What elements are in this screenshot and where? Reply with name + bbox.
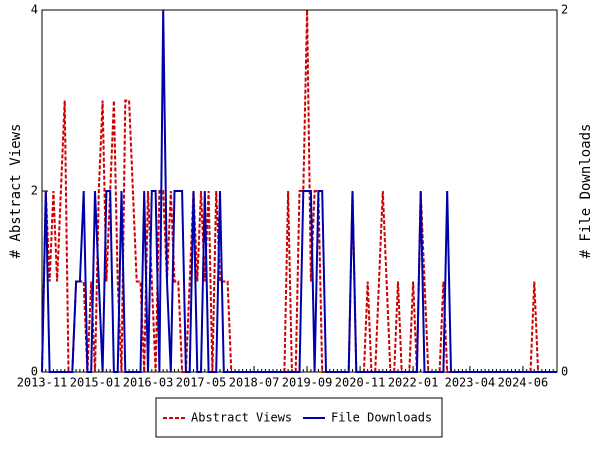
x-tick-label: 2020-11 xyxy=(335,376,386,390)
x-tick-label: 2017-05 xyxy=(176,376,227,390)
y2-tick-label: 0 xyxy=(561,365,568,379)
x-tick-label: 2018-07 xyxy=(229,376,280,390)
legend-label: Abstract Views xyxy=(191,411,292,425)
x-tick-label: 2016-03 xyxy=(123,376,174,390)
y-tick-label: 2 xyxy=(31,184,38,198)
x-tick-label: 2024-06 xyxy=(498,376,549,390)
x-tick-label: 2019-09 xyxy=(282,376,333,390)
legend-label: File Downloads xyxy=(331,411,432,425)
y2-tick-label: 2 xyxy=(561,3,568,17)
x-tick-label: 2023-04 xyxy=(445,376,496,390)
x-tick-label: 2022-01 xyxy=(388,376,439,390)
x-tick-label: 2013-11 xyxy=(17,376,68,390)
series-line xyxy=(41,9,557,373)
x-tick-label: 2015-01 xyxy=(70,376,121,390)
y-axis-label: # Abstract Views xyxy=(8,124,24,259)
legend-box xyxy=(155,397,443,438)
y-tick-label: 0 xyxy=(31,365,38,379)
y2-axis-label: # File Downloads xyxy=(578,124,594,259)
y-tick-label: 4 xyxy=(31,3,38,17)
